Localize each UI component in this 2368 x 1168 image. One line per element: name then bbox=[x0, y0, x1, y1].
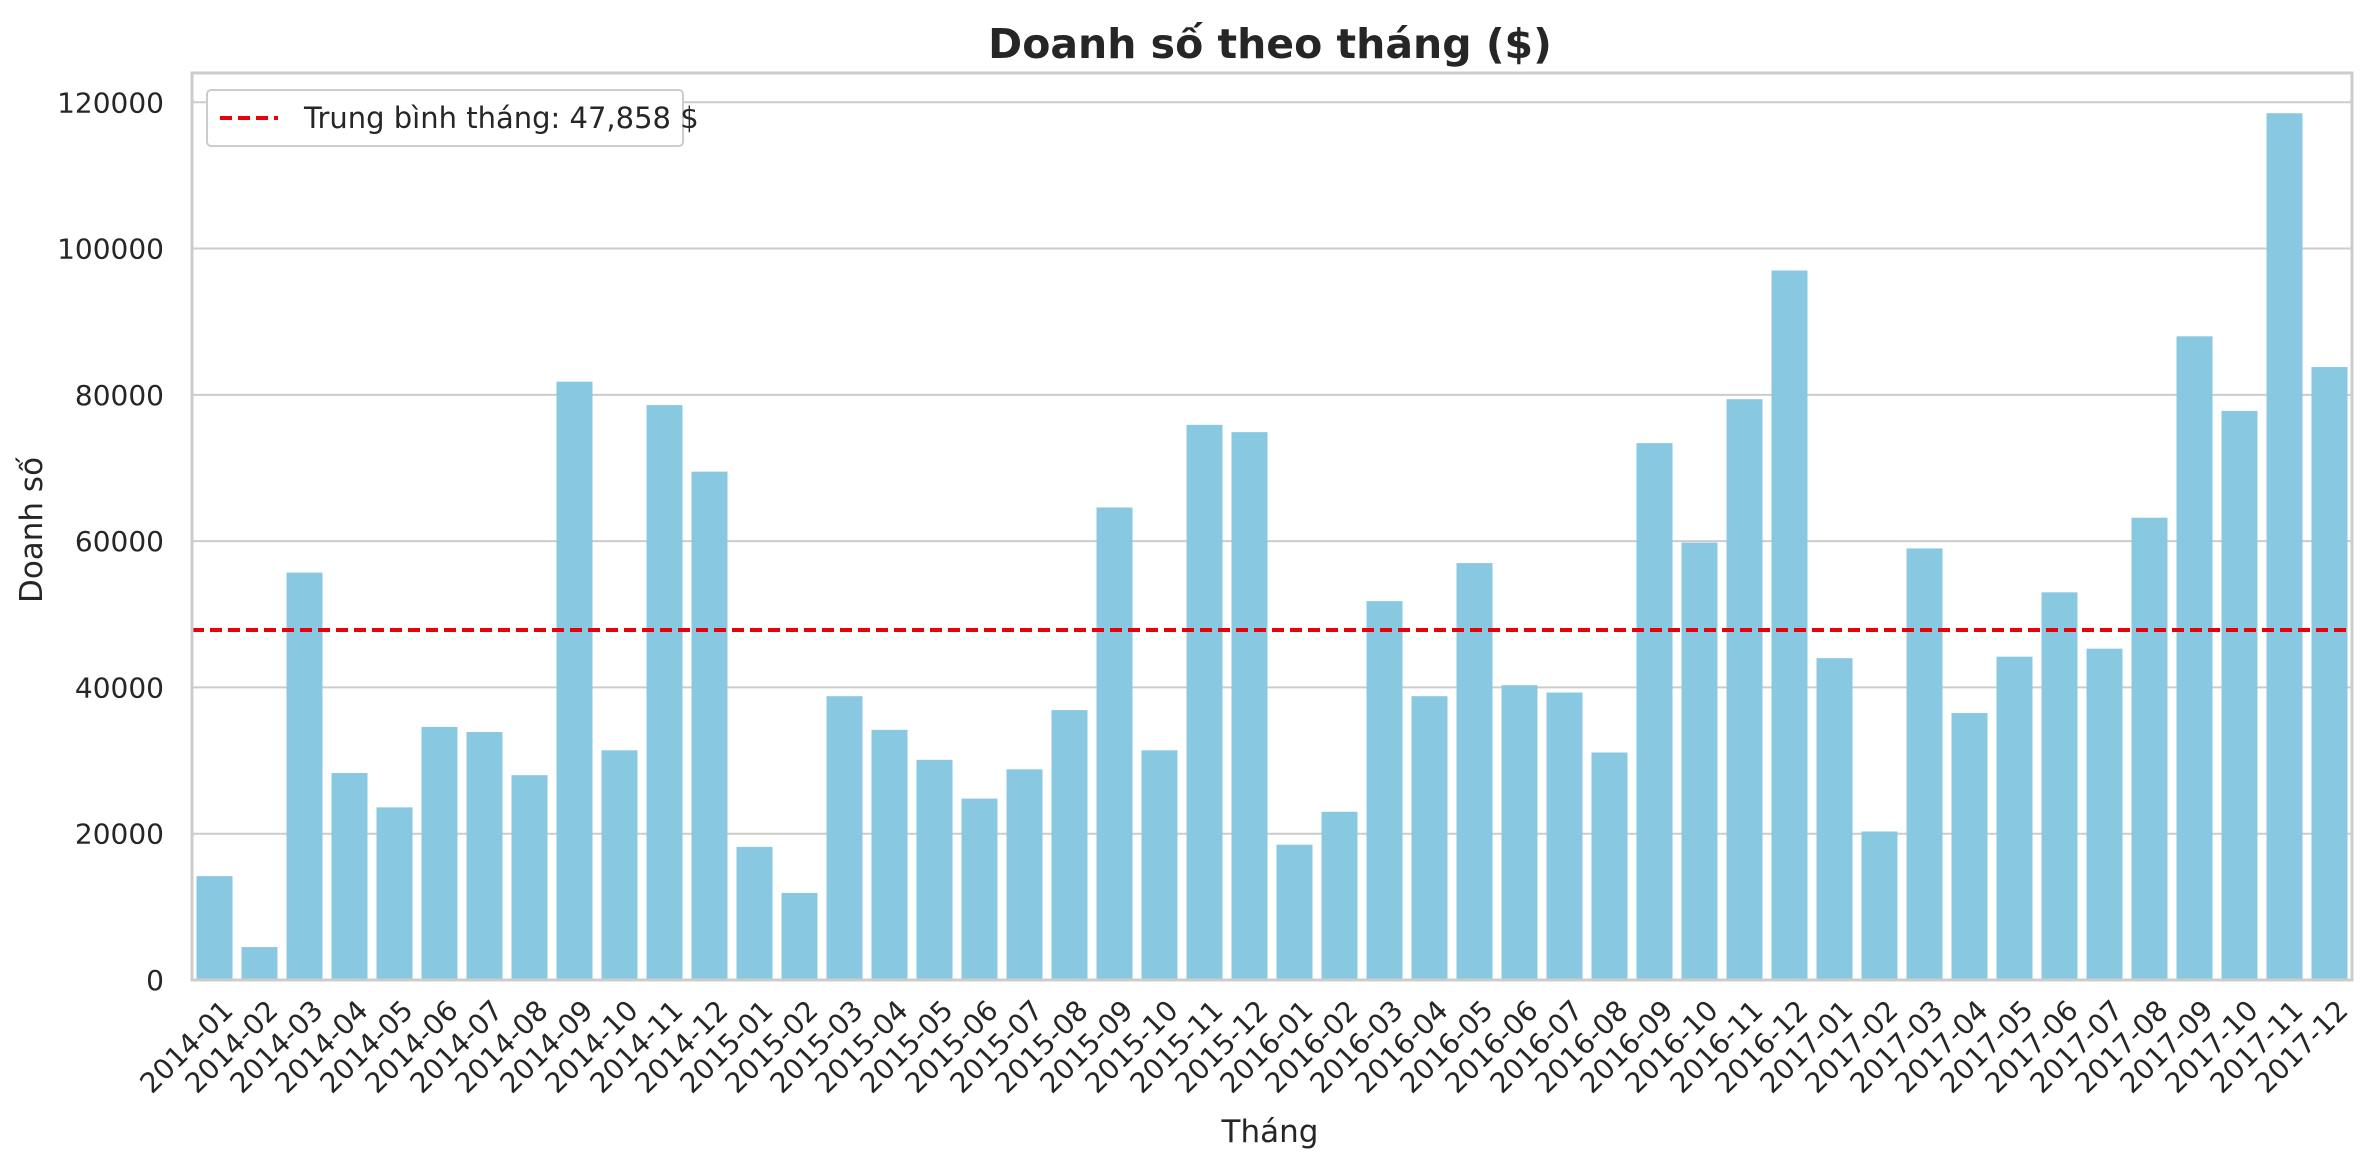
bar-2017-04 bbox=[1951, 713, 1988, 980]
bar-2017-02 bbox=[1861, 831, 1898, 980]
bar-2015-03 bbox=[826, 696, 863, 980]
y-axis-title: Doanh số bbox=[14, 457, 50, 603]
bar-2016-10 bbox=[1681, 542, 1718, 980]
bar-2014-11 bbox=[646, 405, 683, 980]
bar-2017-08 bbox=[2131, 517, 2168, 980]
bar-2017-07 bbox=[2086, 648, 2123, 980]
bar-2014-09 bbox=[556, 381, 593, 980]
y-tick-label: 60000 bbox=[75, 525, 164, 558]
bar-2017-05 bbox=[1996, 656, 2033, 980]
bar-2017-09 bbox=[2176, 336, 2213, 980]
y-tick-label: 0 bbox=[146, 964, 164, 997]
bar-2015-05 bbox=[916, 759, 953, 980]
bar-2017-03 bbox=[1906, 548, 1943, 980]
bar-2015-08 bbox=[1051, 710, 1088, 980]
bar-2015-01 bbox=[736, 846, 773, 980]
bar-2014-10 bbox=[601, 750, 638, 980]
bar-2017-01 bbox=[1816, 658, 1853, 980]
bar-2016-12 bbox=[1771, 270, 1808, 980]
bar-2015-02 bbox=[781, 892, 818, 980]
bar-2016-07 bbox=[1546, 692, 1583, 980]
bar-2014-04 bbox=[331, 772, 368, 980]
bar-2014-01 bbox=[196, 876, 233, 980]
bar-2015-11 bbox=[1186, 424, 1223, 980]
bar-2015-12 bbox=[1231, 432, 1268, 981]
bar-2014-06 bbox=[421, 726, 458, 980]
bar-2015-09 bbox=[1096, 507, 1133, 980]
bar-2015-06 bbox=[961, 798, 998, 980]
bar-2017-10 bbox=[2221, 410, 2258, 980]
legend: Trung bình tháng: 47,858 $ bbox=[206, 89, 699, 147]
legend-box bbox=[206, 89, 684, 147]
bar-2017-06 bbox=[2041, 592, 2078, 980]
y-tick-label: 80000 bbox=[75, 379, 164, 412]
bar-2016-03 bbox=[1366, 601, 1403, 980]
bar-2016-06 bbox=[1501, 685, 1538, 980]
bar-2014-03 bbox=[286, 572, 323, 980]
x-axis-title: Tháng bbox=[1221, 1114, 1319, 1150]
bar-2015-10 bbox=[1141, 750, 1178, 980]
bar-2017-11 bbox=[2266, 113, 2303, 980]
bar-2014-02 bbox=[241, 947, 278, 980]
chart-title: Doanh số theo tháng ($) bbox=[988, 20, 1552, 68]
y-tick-label: 100000 bbox=[57, 233, 164, 266]
bar-2017-12 bbox=[2311, 367, 2348, 980]
bar-2016-04 bbox=[1411, 696, 1448, 980]
bar-2014-08 bbox=[511, 775, 548, 980]
bar-2014-07 bbox=[466, 732, 503, 980]
legend-label: Trung bình tháng: 47,858 $ bbox=[303, 101, 699, 135]
bar-2016-09 bbox=[1636, 443, 1673, 980]
bar-2015-07 bbox=[1006, 769, 1043, 980]
bar-2016-02 bbox=[1321, 811, 1358, 980]
bar-2016-11 bbox=[1726, 399, 1763, 980]
bar-2014-05 bbox=[376, 807, 413, 980]
y-tick-label: 120000 bbox=[57, 86, 164, 119]
bar-2015-04 bbox=[871, 729, 908, 980]
y-tick-label: 40000 bbox=[75, 671, 164, 704]
y-tick-label: 20000 bbox=[75, 818, 164, 851]
bar-2016-08 bbox=[1591, 752, 1628, 980]
bar-2014-12 bbox=[691, 471, 728, 980]
bar-2016-05 bbox=[1456, 563, 1493, 980]
plot-frame bbox=[190, 71, 2354, 982]
bar-2016-01 bbox=[1276, 844, 1313, 980]
